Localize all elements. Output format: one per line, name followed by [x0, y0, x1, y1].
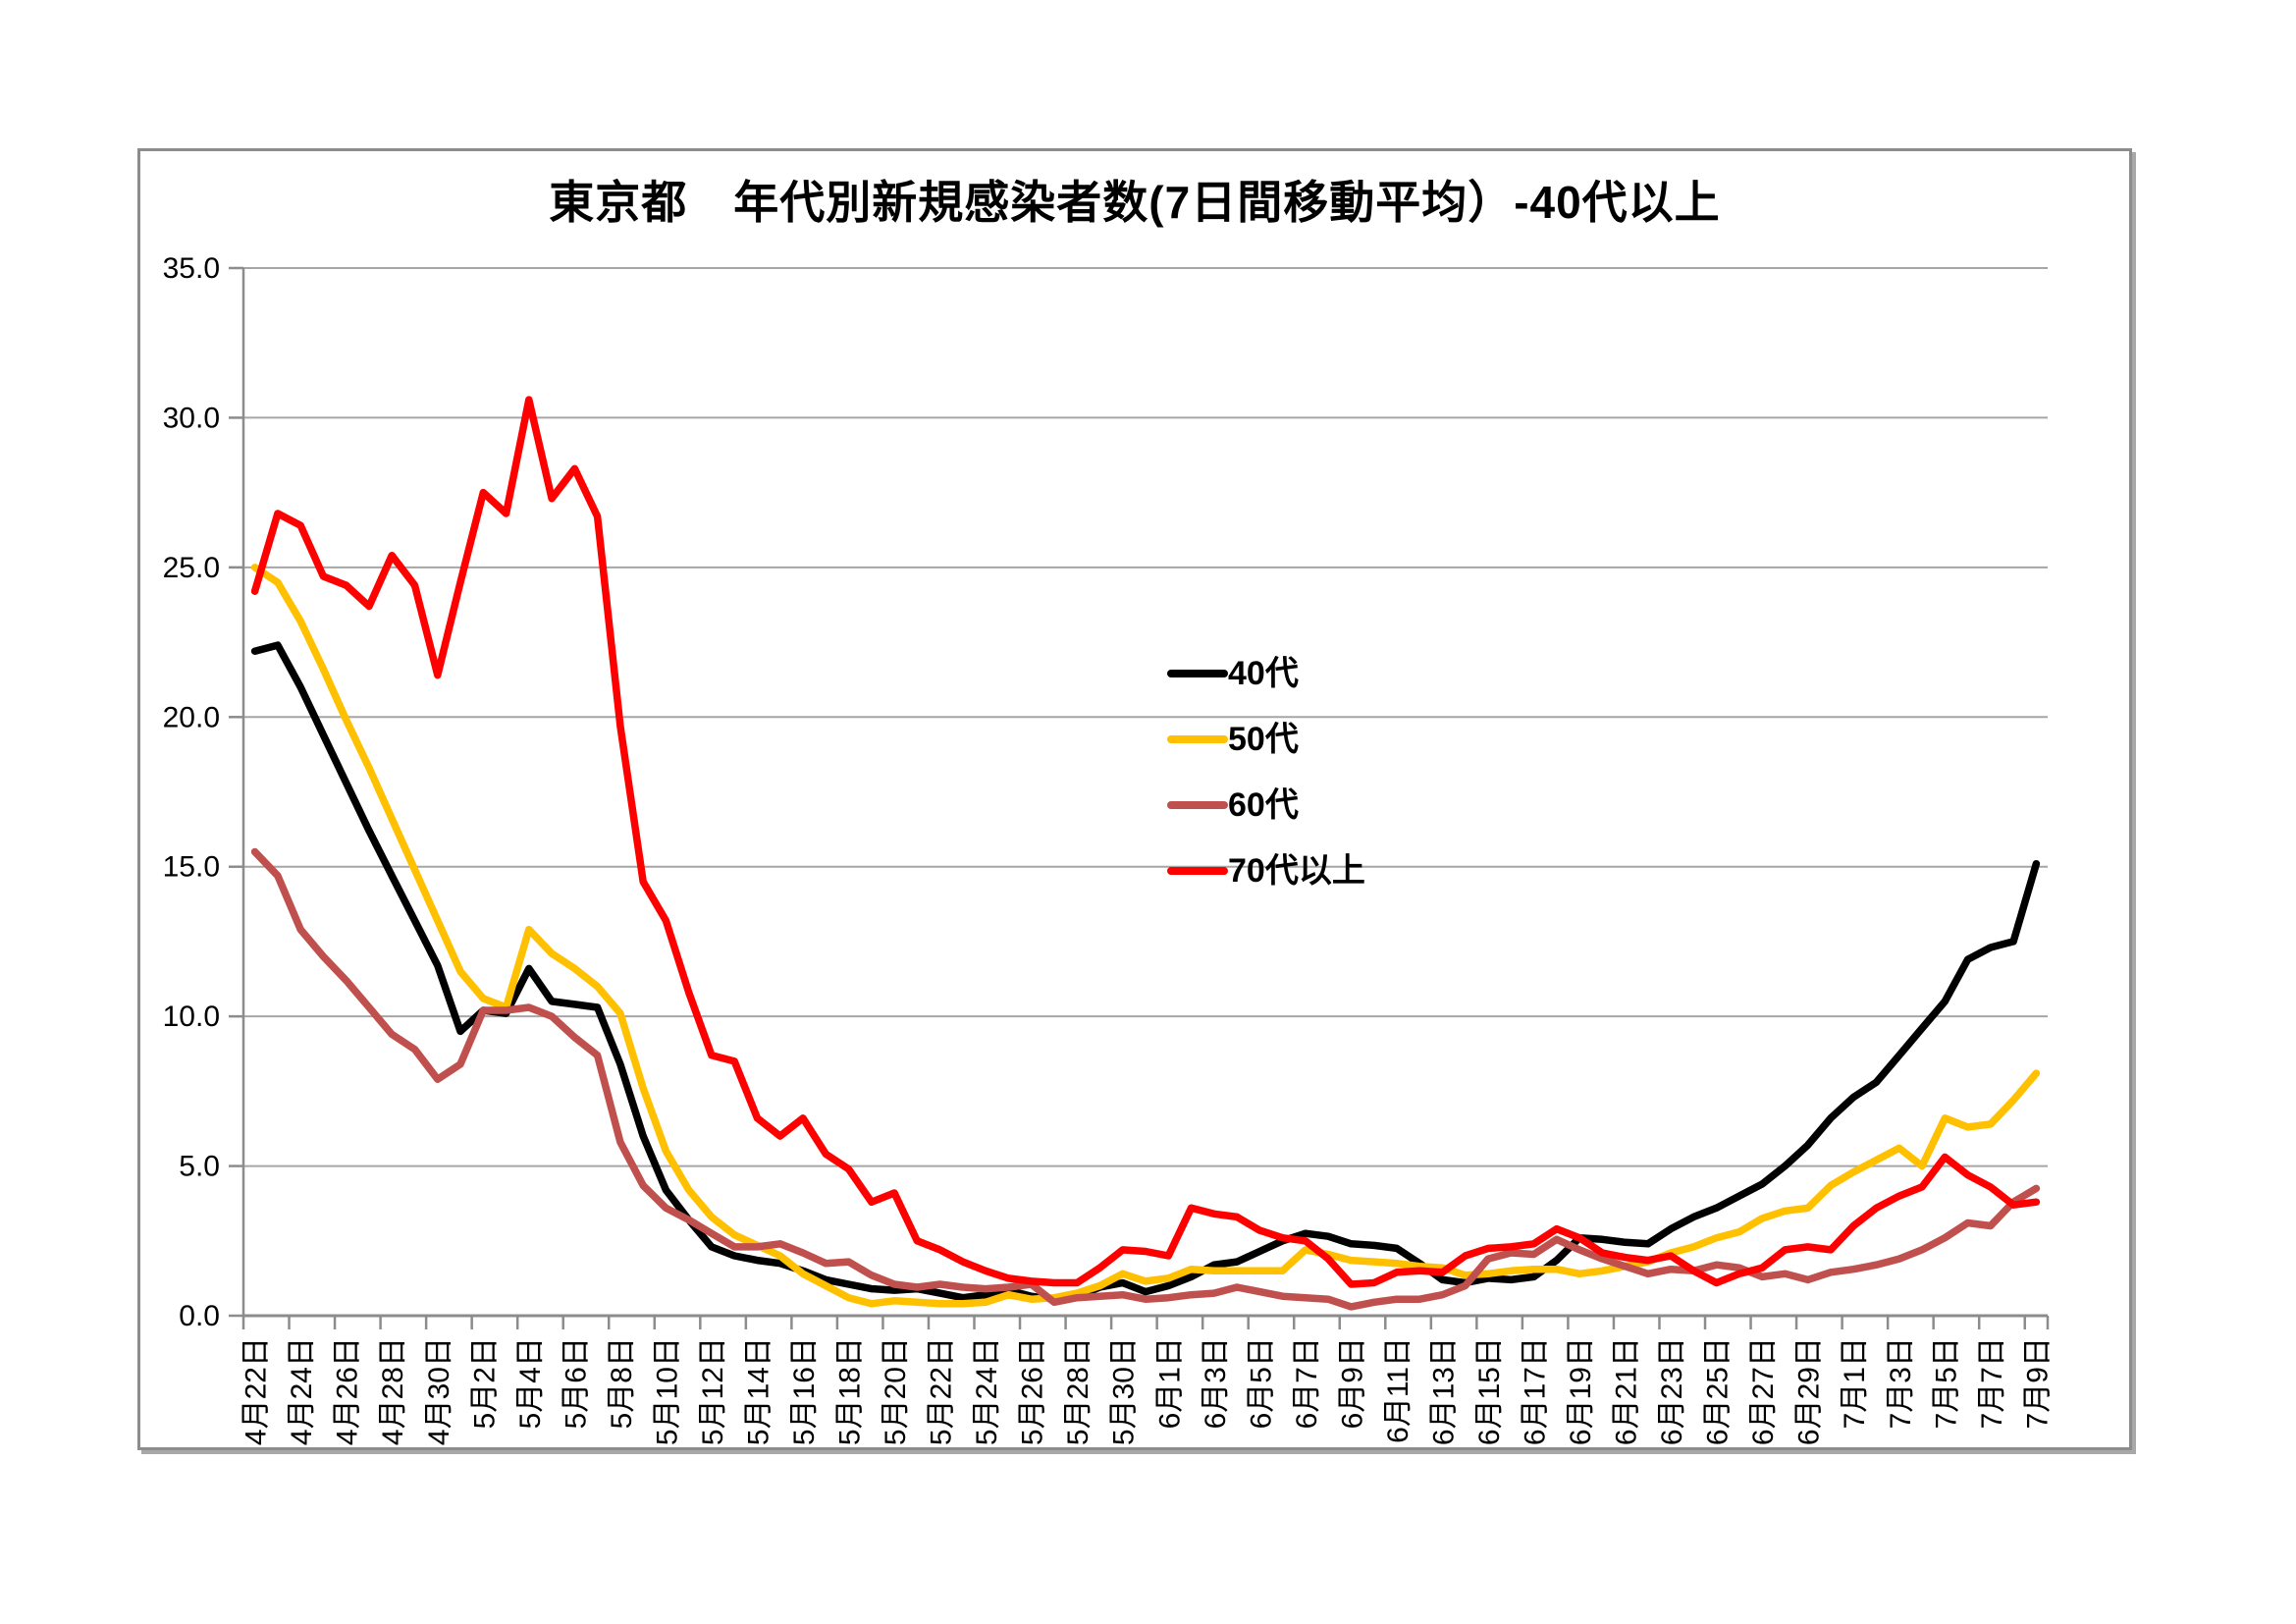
y-axis-label: 0.0	[179, 1300, 220, 1332]
x-axis-label: 6月7日	[1291, 1337, 1323, 1429]
chart-title: 東京都 年代別新規感染者数(7日間移動平均）-40代以上	[549, 177, 1721, 228]
series-line-60代	[250, 847, 2041, 1311]
x-axis-label: 6月29日	[1793, 1337, 1826, 1445]
legend-swatch-icon	[1167, 867, 1228, 875]
y-axis-label: 5.0	[179, 1151, 220, 1183]
legend-item-40代: 40代	[1167, 654, 1365, 693]
y-axis-label: 10.0	[163, 1001, 220, 1033]
legend-item-70代以上: 70代以上	[1167, 851, 1365, 891]
x-axis-label: 6月23日	[1656, 1337, 1688, 1445]
x-axis-label: 6月15日	[1473, 1337, 1506, 1445]
x-axis-label: 6月25日	[1702, 1337, 1735, 1445]
x-axis-label: 5月4日	[514, 1337, 547, 1429]
series-line-70代以上	[250, 396, 2041, 1288]
x-axis-label: 5月24日	[971, 1337, 1003, 1445]
x-axis-label: 4月30日	[423, 1337, 455, 1445]
legend-swatch-icon	[1167, 801, 1228, 809]
series-line-40代	[250, 641, 2041, 1303]
y-axis-label: 35.0	[163, 252, 220, 285]
y-axis-label: 20.0	[163, 701, 220, 733]
x-axis-label: 5月12日	[697, 1337, 729, 1445]
x-axis-label: 5月16日	[788, 1337, 821, 1445]
x-axis-label: 6月11日	[1382, 1337, 1415, 1443]
x-axis-label: 5月22日	[926, 1337, 958, 1445]
x-axis-label: 5月10日	[651, 1337, 683, 1445]
y-axis-label: 25.0	[163, 552, 220, 584]
plot-svg: 35.0 30.0 25.0 20.0 15.0 10.0 5.0 0.0 4月22日 4月24日…	[163, 252, 2055, 1445]
x-axis-label: 5月30日	[1108, 1337, 1141, 1445]
x-axis-label: 6月17日	[1520, 1337, 1552, 1445]
x-axis-label: 5月6日	[560, 1337, 592, 1429]
series-line-50代	[250, 564, 2041, 1308]
legend-swatch-icon	[1167, 735, 1228, 743]
x-axis-label: 5月26日	[1017, 1337, 1049, 1445]
legend-item-50代: 50代	[1167, 720, 1365, 759]
plot-area	[243, 268, 2048, 1316]
x-axis-label: 6月19日	[1565, 1337, 1597, 1445]
legend: 40代 50代 60代 70代以上	[1167, 654, 1365, 917]
x-axis-label: 6月27日	[1747, 1337, 1780, 1445]
x-axis-label: 4月28日	[377, 1337, 409, 1445]
x-axis-label: 7月5日	[1930, 1337, 1962, 1429]
x-axis-label: 5月8日	[606, 1337, 638, 1429]
legend-item-60代: 60代	[1167, 785, 1365, 825]
x-axis-label: 6月13日	[1427, 1337, 1460, 1445]
x-axis-label: 5月28日	[1062, 1337, 1095, 1445]
x-axis-label: 5月18日	[834, 1337, 867, 1445]
x-axis-label: 6月1日	[1153, 1337, 1186, 1429]
y-axis-label: 30.0	[163, 402, 220, 434]
x-axis-label: 6月3日	[1200, 1337, 1232, 1429]
legend-swatch-icon	[1167, 670, 1228, 677]
x-axis-label: 6月21日	[1611, 1337, 1643, 1445]
legend-label: 40代	[1228, 655, 1299, 692]
chart-frame: 35.0 30.0 25.0 20.0 15.0 10.0 5.0 0.0 4月22日 4月24日…	[137, 148, 2132, 1450]
x-axis-label: 7月3日	[1885, 1337, 1917, 1429]
x-axis-label: 7月9日	[2021, 1337, 2054, 1429]
legend-label: 70代以上	[1228, 852, 1365, 890]
x-axis-label: 6月5日	[1245, 1337, 1277, 1429]
legend-label: 50代	[1228, 721, 1299, 758]
x-axis-label: 5月2日	[468, 1337, 501, 1429]
x-axis-label: 4月24日	[286, 1337, 318, 1445]
x-axis-label: 7月1日	[1839, 1337, 1871, 1429]
y-axis-label: 15.0	[163, 851, 220, 884]
x-axis-label: 6月9日	[1336, 1337, 1368, 1429]
x-axis-label: 4月26日	[332, 1337, 364, 1445]
x-axis-label: 5月14日	[742, 1337, 774, 1445]
x-axis-label: 7月7日	[1976, 1337, 2008, 1429]
legend-label: 60代	[1228, 786, 1299, 824]
x-axis-label: 4月22日	[240, 1337, 273, 1445]
x-axis-label: 5月20日	[880, 1337, 912, 1445]
